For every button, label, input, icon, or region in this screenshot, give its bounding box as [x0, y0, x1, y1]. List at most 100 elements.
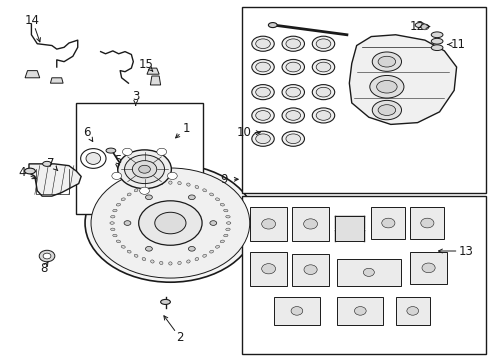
Ellipse shape	[142, 185, 145, 189]
Polygon shape	[29, 164, 81, 196]
Ellipse shape	[110, 228, 115, 231]
Ellipse shape	[430, 32, 442, 38]
Circle shape	[420, 24, 428, 30]
Bar	[273, 297, 320, 325]
Ellipse shape	[376, 81, 396, 93]
Text: 14: 14	[25, 14, 40, 27]
Ellipse shape	[159, 181, 163, 185]
Text: 12: 12	[409, 20, 424, 33]
Circle shape	[363, 268, 373, 276]
Ellipse shape	[139, 201, 202, 245]
Ellipse shape	[186, 260, 190, 263]
Bar	[409, 252, 446, 284]
Bar	[250, 252, 286, 286]
Ellipse shape	[127, 250, 131, 253]
Ellipse shape	[195, 257, 198, 261]
Ellipse shape	[178, 181, 181, 185]
Ellipse shape	[139, 165, 150, 173]
Ellipse shape	[132, 161, 157, 178]
Ellipse shape	[150, 260, 154, 263]
Text: 6: 6	[83, 126, 91, 139]
Circle shape	[112, 172, 122, 180]
Ellipse shape	[285, 39, 300, 49]
Ellipse shape	[223, 234, 227, 237]
Circle shape	[421, 263, 434, 273]
Text: 8: 8	[40, 262, 47, 275]
Ellipse shape	[134, 189, 138, 192]
Bar	[292, 253, 328, 286]
Bar	[334, 216, 363, 241]
Circle shape	[167, 172, 177, 180]
Ellipse shape	[251, 108, 274, 123]
Ellipse shape	[282, 131, 304, 146]
Ellipse shape	[121, 246, 125, 248]
Ellipse shape	[195, 185, 198, 189]
Circle shape	[140, 187, 149, 194]
Polygon shape	[150, 76, 160, 85]
Ellipse shape	[377, 56, 395, 67]
Ellipse shape	[159, 261, 163, 265]
Bar	[250, 207, 286, 241]
Bar	[76, 103, 203, 214]
Ellipse shape	[251, 85, 274, 100]
Polygon shape	[50, 78, 63, 83]
Ellipse shape	[85, 164, 255, 282]
Ellipse shape	[312, 59, 334, 75]
Polygon shape	[348, 35, 456, 125]
Ellipse shape	[150, 183, 154, 186]
Ellipse shape	[223, 209, 227, 212]
Ellipse shape	[106, 148, 116, 153]
Circle shape	[406, 307, 418, 315]
Ellipse shape	[312, 85, 334, 100]
Ellipse shape	[24, 168, 35, 174]
Ellipse shape	[430, 45, 442, 50]
Circle shape	[381, 218, 394, 228]
Ellipse shape	[282, 85, 304, 100]
Ellipse shape	[86, 153, 101, 165]
Ellipse shape	[251, 131, 274, 146]
Ellipse shape	[255, 62, 270, 72]
Ellipse shape	[316, 111, 330, 120]
Circle shape	[157, 148, 166, 156]
Ellipse shape	[215, 198, 219, 201]
Ellipse shape	[113, 234, 117, 237]
Bar	[395, 297, 429, 325]
Bar	[292, 207, 328, 241]
Circle shape	[261, 264, 275, 274]
Circle shape	[304, 265, 317, 274]
Ellipse shape	[255, 39, 270, 49]
Ellipse shape	[316, 39, 330, 49]
Ellipse shape	[116, 203, 120, 206]
Text: 5: 5	[114, 154, 121, 167]
Text: 2: 2	[176, 331, 183, 344]
Ellipse shape	[225, 215, 230, 218]
Bar	[336, 297, 383, 325]
Ellipse shape	[251, 36, 274, 51]
Circle shape	[354, 307, 366, 315]
Text: 10: 10	[237, 126, 251, 139]
Ellipse shape	[145, 247, 152, 251]
Ellipse shape	[215, 246, 219, 248]
Ellipse shape	[42, 161, 51, 166]
Ellipse shape	[371, 100, 401, 120]
Polygon shape	[25, 71, 40, 78]
Text: 3: 3	[132, 90, 139, 103]
Circle shape	[303, 219, 317, 229]
Ellipse shape	[226, 222, 230, 224]
Ellipse shape	[225, 228, 230, 231]
Bar	[336, 259, 400, 286]
Circle shape	[43, 253, 51, 259]
Circle shape	[261, 219, 275, 229]
Ellipse shape	[160, 300, 170, 305]
Text: 13: 13	[458, 244, 473, 257]
Bar	[242, 196, 485, 354]
Ellipse shape	[209, 221, 216, 225]
Bar	[242, 7, 485, 193]
Ellipse shape	[142, 257, 145, 261]
Ellipse shape	[285, 134, 300, 144]
Text: 11: 11	[449, 38, 465, 51]
Ellipse shape	[168, 181, 172, 184]
Ellipse shape	[110, 222, 114, 224]
Ellipse shape	[145, 195, 152, 199]
Ellipse shape	[124, 155, 164, 184]
